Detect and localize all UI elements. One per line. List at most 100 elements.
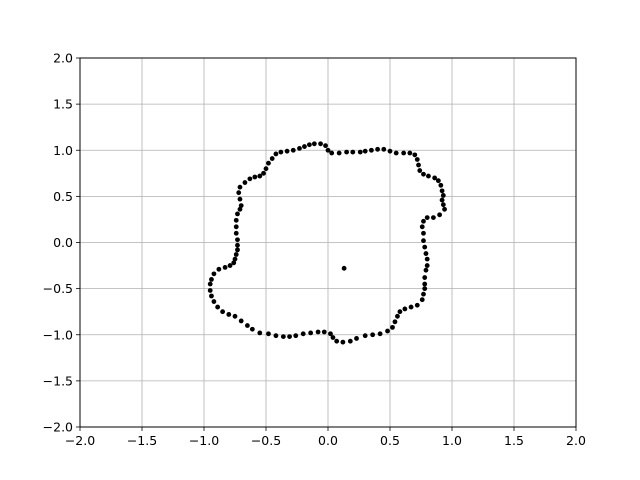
- y-tick-label: −0.5: [43, 281, 73, 296]
- scatter-point: [257, 330, 263, 336]
- scatter-point: [233, 217, 239, 223]
- y-tick-label: −1.0: [43, 327, 73, 342]
- scatter-point: [407, 150, 413, 156]
- scatter-point: [328, 331, 333, 337]
- scatter-point: [315, 329, 321, 335]
- scatter-point: [426, 173, 431, 179]
- x-axis: −2.0 −1.5 −1.0 −0.5 0.0 0.5 1.0 1.5 2.0: [65, 427, 586, 448]
- scatter-point: [232, 256, 238, 262]
- scatter-point: [249, 326, 255, 332]
- scatter-point: [273, 333, 279, 339]
- scatter-point: [421, 171, 426, 177]
- scatter-point: [263, 166, 269, 172]
- scatter-point: [421, 238, 426, 244]
- scatter-point: [235, 237, 240, 243]
- scatter-point: [220, 309, 226, 315]
- scatter-point: [235, 247, 240, 253]
- scatter-point: [216, 266, 222, 272]
- scatter-point: [419, 297, 425, 303]
- x-tick-label: −1.5: [127, 433, 157, 448]
- scatter-point: [336, 150, 342, 156]
- scatter-point: [287, 334, 292, 339]
- scatter-point: [401, 150, 407, 156]
- scatter-point: [442, 206, 447, 212]
- scatter-point: [354, 336, 359, 341]
- y-tick-label: 1.0: [53, 143, 73, 158]
- scatter-point: [341, 265, 347, 271]
- scatter-point: [237, 184, 243, 190]
- scatter-point: [375, 146, 380, 152]
- scatter-point: [362, 333, 368, 339]
- scatter-point: [370, 332, 376, 338]
- scatter-point: [235, 242, 240, 248]
- scatter-points: [207, 141, 447, 345]
- scatter-point: [393, 150, 399, 156]
- scatter-point: [416, 162, 421, 168]
- scatter-point: [421, 230, 426, 236]
- x-tick-label: 2.0: [566, 433, 586, 448]
- scatter-point: [222, 265, 228, 270]
- scatter-point: [273, 151, 279, 157]
- scatter-point: [424, 215, 430, 220]
- scatter-point: [321, 329, 327, 335]
- x-tick-label: 1.5: [504, 433, 524, 448]
- scatter-point: [387, 148, 393, 154]
- scatter-point: [423, 267, 429, 273]
- scatter-point: [440, 193, 446, 198]
- scatter-point: [266, 331, 271, 337]
- scatter-point: [377, 331, 383, 337]
- scatter-point: [293, 333, 299, 339]
- scatter-point: [226, 312, 232, 317]
- x-tick-label: 1.0: [442, 433, 462, 448]
- scatter-point: [257, 173, 263, 179]
- scatter-point: [340, 339, 346, 345]
- scatter-point: [232, 313, 238, 319]
- x-tick-label: −2.0: [65, 433, 95, 448]
- scatter-point: [421, 291, 426, 297]
- scatter-point: [439, 188, 445, 194]
- scatter-point: [318, 141, 323, 147]
- x-tick-label: 0.5: [380, 433, 400, 448]
- scatter-point: [238, 203, 244, 209]
- scatter-point: [390, 324, 395, 330]
- x-tick-label: −1.0: [189, 433, 219, 448]
- scatter-point: [422, 244, 428, 250]
- scatter-point: [247, 176, 253, 182]
- scatter-point: [233, 224, 239, 230]
- y-tick-label: 1.5: [53, 97, 73, 112]
- scatter-point: [252, 174, 258, 180]
- scatter-point: [215, 304, 221, 310]
- scatter-point: [422, 281, 428, 287]
- scatter-point: [278, 149, 284, 155]
- scatter-point: [207, 288, 213, 293]
- scatter-point: [397, 309, 403, 315]
- scatter-point: [369, 147, 374, 153]
- y-tick-label: −2.0: [43, 420, 73, 435]
- scatter-point: [414, 302, 420, 308]
- scatter-point: [347, 338, 353, 344]
- scatter-point: [334, 338, 340, 344]
- scatter-point: [395, 313, 400, 319]
- scatter-point: [357, 149, 363, 155]
- y-axis: −2.0 −1.5 −1.0 −0.5 0.0 0.5 1.0 1.5 2.0: [43, 51, 80, 435]
- scatter-point: [419, 224, 425, 230]
- scatter-point: [269, 156, 275, 161]
- y-tick-label: 0.0: [53, 235, 73, 250]
- scatter-point: [417, 168, 423, 173]
- scatter-point: [261, 170, 266, 176]
- scatter-point: [325, 147, 331, 153]
- scatter-point: [424, 263, 430, 268]
- scatter-point: [435, 178, 441, 184]
- scatter-point: [408, 304, 414, 310]
- scatter-point: [245, 323, 250, 328]
- scatter-point: [431, 215, 436, 220]
- scatter-point: [392, 319, 398, 325]
- scatter-point: [308, 330, 314, 336]
- scatter-point: [300, 331, 306, 337]
- scatter-point: [297, 146, 302, 151]
- scatter-point: [280, 334, 286, 339]
- scatter-point: [437, 212, 442, 218]
- scatter-point: [266, 160, 271, 166]
- scatter-point: [402, 306, 408, 312]
